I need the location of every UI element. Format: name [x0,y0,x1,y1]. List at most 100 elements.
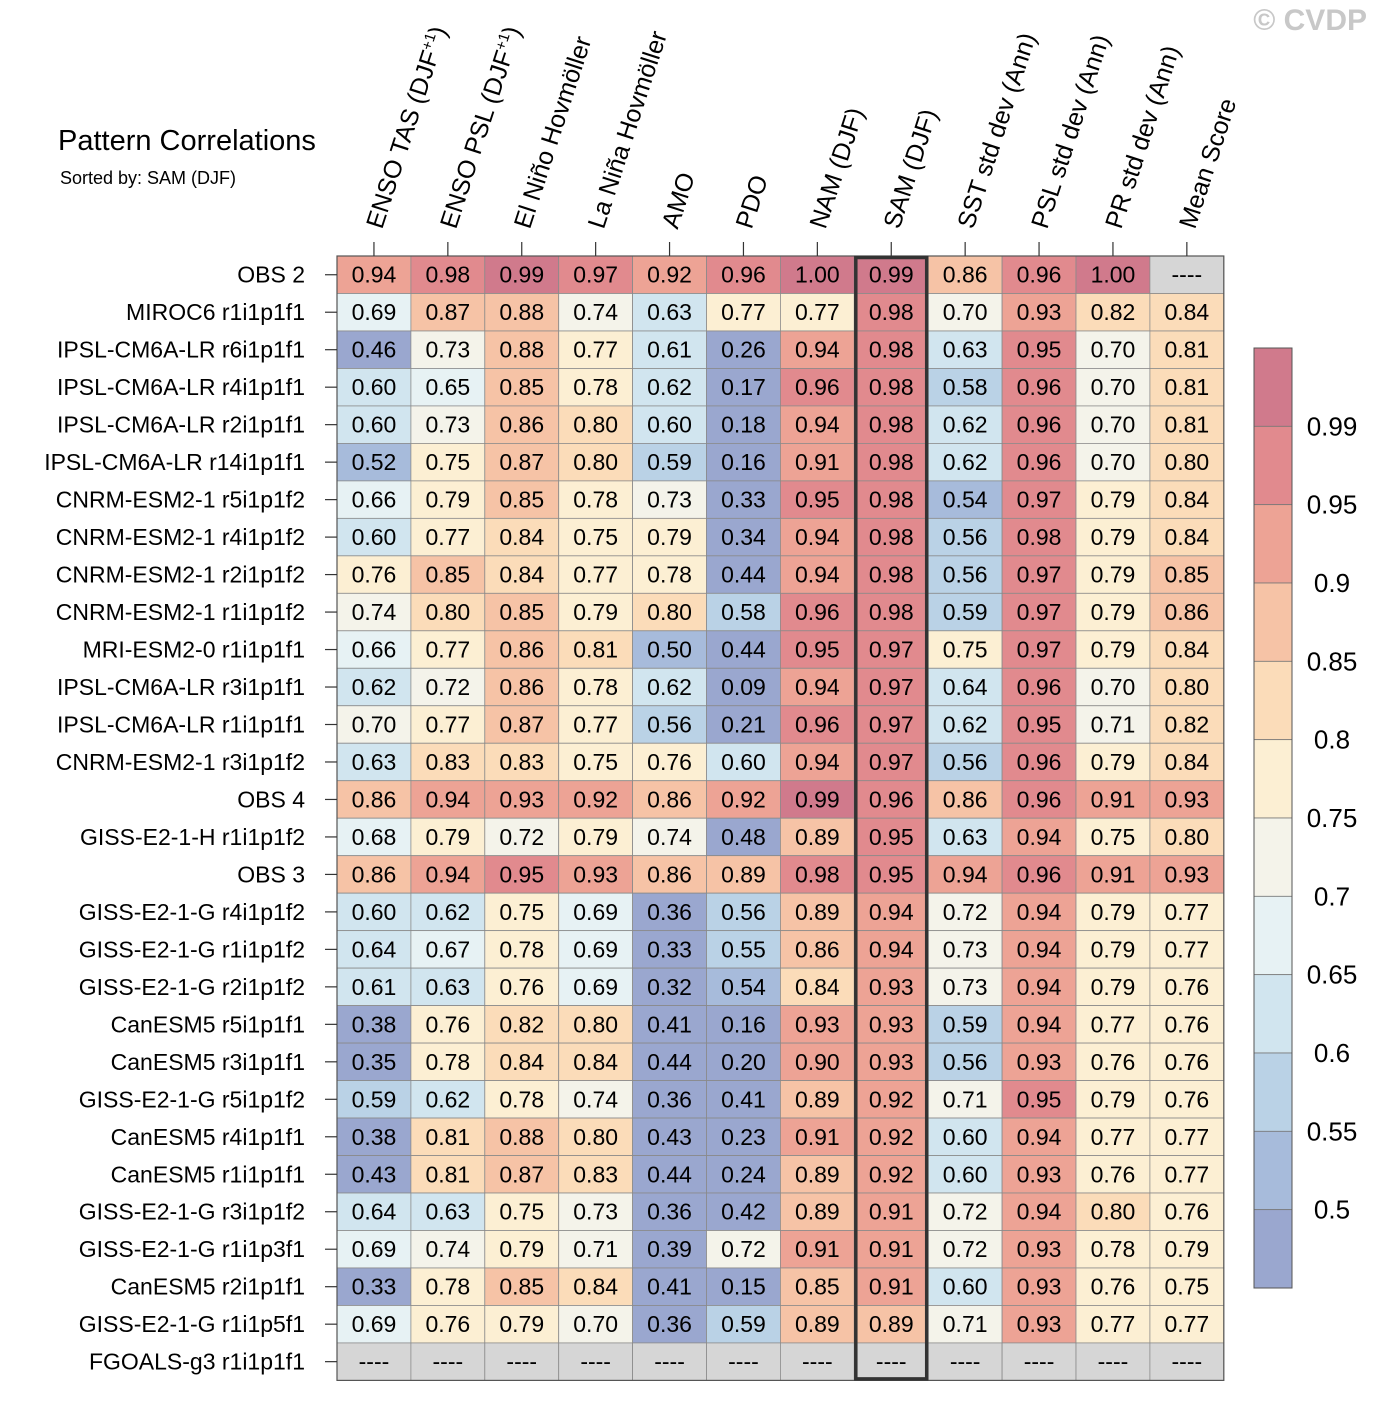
cell-value-label: 0.80 [573,412,618,438]
cell-value-label: 0.44 [721,562,766,588]
heatmap-cell [410,1005,486,1044]
cell-value-label: 0.95 [795,487,840,513]
cell-value-label: 0.84 [573,1274,618,1300]
cell-value-label: 0.24 [721,1161,766,1187]
heatmap-cell [1149,1005,1225,1044]
cell-value-label: 0.96 [1017,674,1062,700]
cell-value-label: 0.94 [1017,974,1062,1000]
heatmap-cell [780,1192,855,1231]
cell-value-label: 0.79 [1091,899,1136,925]
table-row: 0.38 0.76 0.82 0.80 0.41 0.16 0.93 0.93 0.59 0.94… [336,1005,1225,1044]
cell-value-label: 0.84 [499,524,544,550]
cell-value-label: 0.81 [425,1161,470,1187]
heatmap-cell [410,817,486,857]
cell-value-label: 0.56 [721,899,766,925]
column-label: ENSO TAS (DJF+1) [361,23,453,232]
cell-value-label: 0.78 [499,936,544,962]
cell-value-label: 0.72 [499,824,544,850]
heatmap-cell [706,1267,781,1306]
cell-value-label: 0.33 [721,487,766,513]
heatmap-cell [1001,1042,1077,1081]
heatmap-cell [632,855,707,894]
sorted-column-highlight [854,255,929,1381]
row-label: MRI-ESM2-0 r1i1p1f1 [83,637,305,663]
heatmap-cell [410,855,486,894]
heatmap-cell [706,817,781,857]
cell-value-label: 1.00 [795,262,840,288]
heatmap-cell [706,405,781,444]
cell-value-label: 0.94 [1017,1199,1062,1225]
heatmap-cell [484,780,560,819]
cell-value-label: 0.79 [1091,1086,1136,1112]
cell-value-label: 0.97 [869,637,914,663]
cell-value-label: 0.21 [721,712,766,738]
cell-value-label: 0.54 [943,487,988,513]
heatmap-cell [632,293,707,332]
heatmap-cell [1075,1005,1151,1044]
cell-value-label: 0.95 [869,824,914,850]
cell-value-label: 0.60 [352,412,397,438]
heatmap-cell [706,1305,781,1344]
cell-value-label: 0.42 [721,1199,766,1225]
cell-value-label: 0.94 [943,861,988,887]
cell-value-label: 0.66 [352,487,397,513]
heatmap-cell [1001,555,1077,594]
colorbar-tick-label: 0.5 [1314,1195,1350,1225]
cell-value-label: 0.96 [1017,374,1062,400]
heatmap-cell [1075,368,1151,407]
cell-value-label: 0.99 [499,262,544,288]
heatmap-cell [1075,1305,1151,1344]
heatmap-cell [1075,555,1151,594]
cell-value-label: 0.93 [499,786,544,812]
heatmap-cell [484,1005,560,1044]
cell-value-label: 0.92 [721,786,766,812]
cell-value-label: 0.94 [795,674,840,700]
heatmap-cell [558,855,634,894]
heatmap-frame [336,255,1225,1382]
heatmap-cell [410,1080,486,1119]
cell-value-label: 0.80 [573,1124,618,1150]
cell-value-label: 0.60 [352,899,397,925]
cell-value-label: 0.79 [1091,487,1136,513]
heatmap-cell [1149,742,1225,782]
heatmap-cell [1075,1042,1151,1081]
heatmap-cell [706,1230,781,1269]
cell-value-label: 0.99 [869,262,914,288]
cell-value-label: 0.84 [573,1049,618,1075]
cell-value-label: ---- [433,1349,464,1375]
heatmap-cell [558,405,634,444]
heatmap-cell [632,1042,707,1081]
heatmap-cell [336,930,412,969]
cell-value-label: 0.76 [1164,974,1209,1000]
cell-value-label: 0.59 [943,1011,988,1037]
cell-value-label: 0.85 [499,599,544,625]
row-label: CanESM5 r2i1p1f1 [111,1274,305,1300]
cell-value-label: 0.63 [425,1199,470,1225]
row-label: GISS-E2-1-G r1i1p1f2 [79,936,305,962]
heatmap-cell [1075,967,1151,1006]
table-row: 0.86 0.94 0.93 0.92 0.86 0.92 0.99 0.96 0.86 0.96… [336,780,1225,819]
cell-value-label: 0.93 [1017,299,1062,325]
heatmap-cell [410,667,486,707]
cell-value-label: 0.70 [352,712,397,738]
cell-value-label: 0.81 [1164,374,1209,400]
cell-value-label: 0.96 [795,712,840,738]
cell-value-label: 0.80 [425,599,470,625]
heatmap-cell [336,817,412,857]
cell-value-label: 0.77 [573,337,618,363]
heatmap-cell [1149,1230,1225,1269]
cell-value-label: 0.72 [943,1199,988,1225]
heatmap-cell [410,480,486,519]
cell-value-label: 0.93 [869,974,914,1000]
cell-value-label: 0.63 [943,337,988,363]
cell-value-label: 0.69 [573,974,618,1000]
cell-value-label: 0.93 [795,1011,840,1037]
heatmap-cell [336,967,412,1006]
cell-value-label: 0.17 [721,374,766,400]
table-row: 0.64 0.63 0.75 0.73 0.36 0.42 0.89 0.91 0.72 0.94… [336,1192,1225,1231]
cell-value-label: 0.88 [499,1124,544,1150]
colorbar-tick-label: 0.6 [1314,1038,1350,1068]
row-label: CanESM5 r4i1p1f1 [111,1124,305,1150]
heatmap-cell [1001,630,1077,669]
